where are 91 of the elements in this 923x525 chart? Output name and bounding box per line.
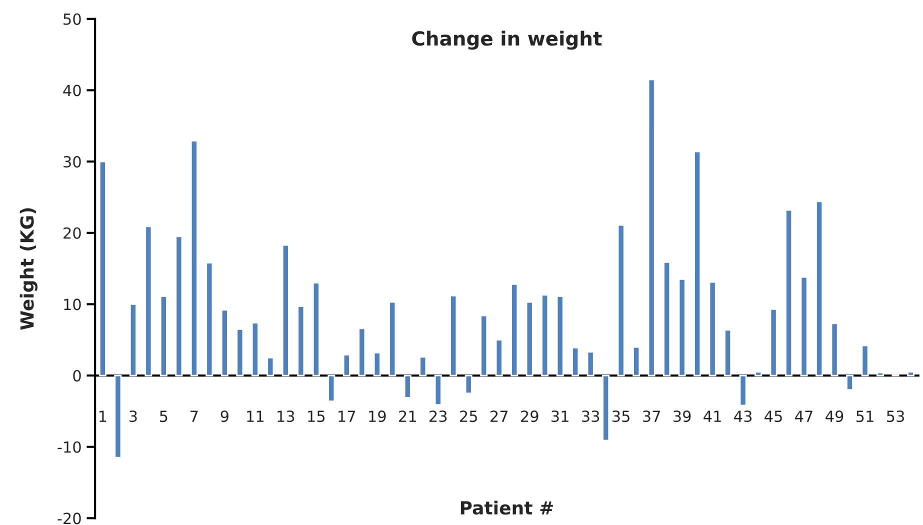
bar (388, 301, 396, 376)
bar (572, 347, 580, 376)
bar (495, 339, 503, 376)
x-tick-label: 19 (369, 410, 386, 422)
x-tick-label: 39 (674, 410, 691, 422)
bar (846, 374, 854, 390)
bar (754, 371, 762, 376)
y-tick-label: 50 (64, 13, 81, 25)
bar (220, 309, 228, 376)
bar (739, 374, 747, 406)
bar (480, 314, 488, 376)
bar (830, 322, 838, 376)
bar (282, 244, 290, 376)
x-tick-label: 47 (795, 410, 812, 422)
y-tick-label: 10 (64, 298, 81, 310)
x-tick-label: 31 (552, 410, 568, 422)
bar (328, 374, 336, 402)
x-tick-label: 17 (338, 410, 356, 422)
bar (876, 372, 884, 376)
x-tick-label: 51 (856, 410, 874, 422)
bar (312, 282, 320, 376)
x-tick-label: 49 (826, 410, 844, 422)
bar (648, 78, 656, 376)
bar (678, 278, 686, 376)
bar (160, 296, 168, 376)
y-tick-label: 20 (64, 227, 81, 239)
bar (434, 374, 442, 406)
bar (724, 329, 732, 376)
bar (861, 344, 869, 376)
bar (342, 354, 350, 376)
x-tick-label: 33 (582, 410, 600, 422)
x-tick-label: 35 (612, 410, 630, 422)
x-tick-label: 1 (100, 410, 106, 422)
x-tick-label: 27 (490, 410, 508, 422)
y-tick-label: 0 (73, 370, 81, 382)
x-tick-label: 15 (308, 410, 325, 422)
x-tick-label: 53 (886, 410, 904, 422)
bar (556, 296, 564, 376)
bar (404, 374, 412, 398)
bar (617, 224, 625, 376)
x-tick-label: 23 (430, 410, 447, 422)
bar (129, 304, 137, 376)
y-tick-label: 40 (63, 84, 81, 96)
bar (541, 294, 549, 376)
x-tick-label: 9 (220, 410, 228, 422)
bar (770, 308, 778, 376)
bar (907, 371, 915, 376)
bar (236, 328, 244, 376)
x-tick-label: 7 (190, 410, 198, 422)
x-tick-label: 43 (734, 410, 752, 422)
bar (510, 284, 518, 376)
bar (114, 374, 122, 458)
bar (708, 281, 716, 376)
bar (450, 294, 458, 376)
bar (251, 322, 259, 376)
bar (816, 200, 824, 376)
x-tick-label: 29 (520, 410, 538, 422)
y-tick-label: -10 (58, 441, 81, 453)
bar (694, 150, 702, 376)
x-axis-title: Patient # (460, 500, 553, 515)
bar (266, 357, 274, 376)
bar (373, 352, 381, 376)
x-tick-label: 11 (247, 410, 264, 422)
x-tick-label: 13 (278, 410, 294, 422)
bar (586, 351, 594, 376)
bar (464, 374, 472, 394)
bar (206, 262, 214, 376)
x-tick-label: 3 (129, 410, 137, 422)
text: Change in weight (412, 30, 602, 50)
x-tick-label: 45 (764, 410, 782, 422)
x-tick-label: 21 (399, 410, 416, 422)
y-tick-label: -20 (58, 512, 81, 524)
bar (785, 209, 793, 376)
bar (419, 356, 427, 376)
bar (800, 276, 808, 376)
bar (190, 140, 198, 376)
y-axis-title: Weight (KG) (20, 208, 38, 330)
bar (526, 301, 534, 376)
bar (358, 328, 366, 376)
x-tick-label: 41 (704, 410, 721, 422)
x-tick-label: 5 (160, 410, 168, 422)
bar (144, 226, 152, 376)
bar (98, 160, 106, 376)
bar (175, 236, 183, 376)
bar (602, 374, 610, 442)
bar (632, 346, 640, 376)
x-tick-label: 25 (460, 410, 477, 422)
y-tick-label: 30 (64, 156, 81, 168)
bar (663, 261, 671, 376)
bar (297, 306, 305, 376)
x-tick-label: 37 (643, 410, 660, 422)
